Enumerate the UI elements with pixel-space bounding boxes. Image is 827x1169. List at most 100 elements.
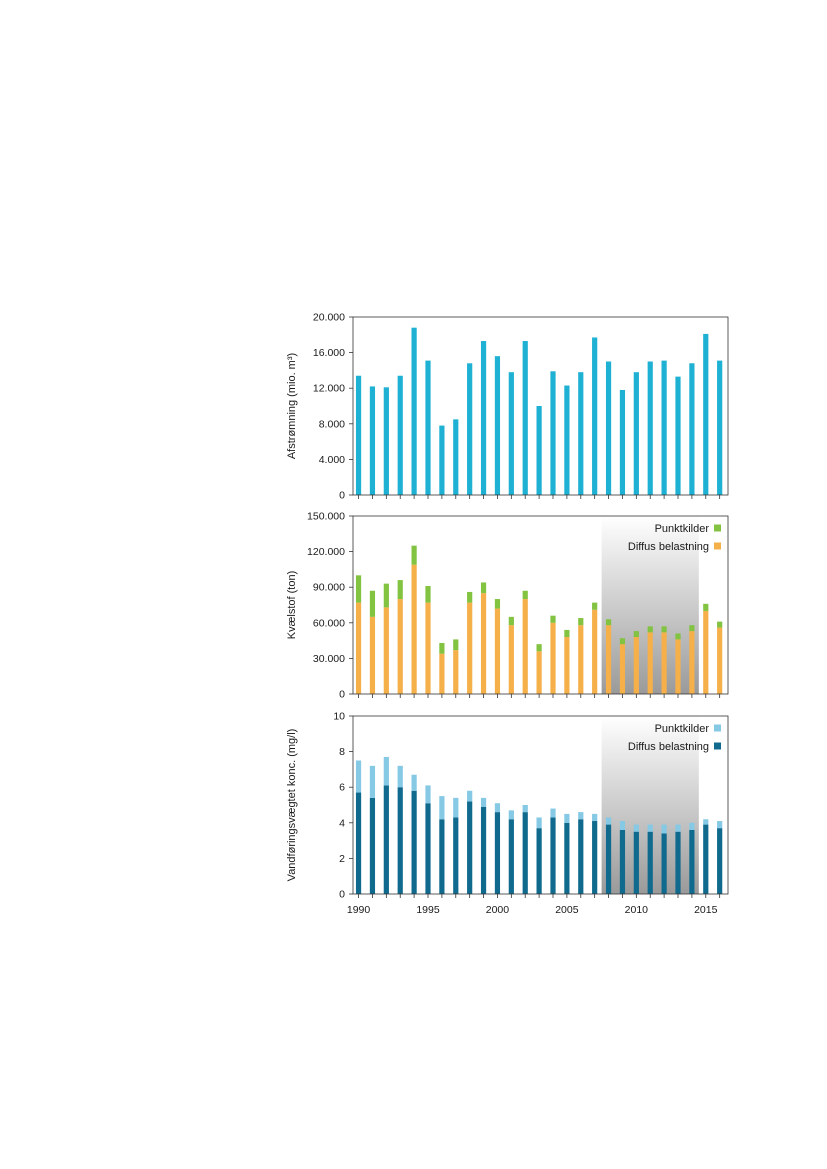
bar-2013-series-1 xyxy=(675,831,681,894)
x-tick-label: 2000 xyxy=(486,904,510,916)
bar-2014-series-1 xyxy=(689,631,695,694)
bar-1995 xyxy=(425,360,431,495)
bar-2016-series-1 xyxy=(717,828,723,894)
y-tick-label: 60.000 xyxy=(313,617,345,629)
bar-2004-series-2 xyxy=(550,808,556,818)
bar-2004 xyxy=(550,371,556,495)
bar-1995-series-2 xyxy=(425,785,431,804)
y-axis-label: Vandføringsvægtet konc. (mg/l) xyxy=(286,729,298,882)
bar-2016-series-2 xyxy=(717,621,723,628)
bar-1990 xyxy=(355,375,362,495)
bar-1994 xyxy=(411,327,417,495)
bar-2013 xyxy=(675,376,681,495)
bar-1997-series-2 xyxy=(453,797,459,818)
bar-1995-series-1 xyxy=(425,602,431,694)
bar-2015-series-1 xyxy=(703,824,709,894)
bar-2011-series-1 xyxy=(647,831,653,894)
bar-2014-series-2 xyxy=(689,822,695,830)
bar-2012-series-1 xyxy=(661,632,667,694)
bar-2012 xyxy=(661,360,667,495)
bar-1998-series-1 xyxy=(467,602,473,694)
bar-1991-series-2 xyxy=(369,590,376,617)
bar-2013-series-2 xyxy=(675,824,681,832)
bar-2001-series-2 xyxy=(508,810,514,820)
bar-2003-series-1 xyxy=(536,651,542,694)
bar-2004-series-2 xyxy=(550,615,556,623)
bar-2015 xyxy=(703,333,709,495)
bar-2011-series-2 xyxy=(647,824,653,832)
y-tick-label: 8 xyxy=(339,746,345,758)
y-axis-label: Afstrømning (mio. m³) xyxy=(286,353,298,459)
bar-1992-series-2 xyxy=(383,583,389,608)
bar-2003-series-2 xyxy=(536,644,542,652)
y-tick-label: 4.000 xyxy=(319,454,345,466)
y-tick-label: 12.000 xyxy=(313,383,345,395)
plot-frame xyxy=(352,316,729,496)
bar-1990-series-1 xyxy=(355,602,362,694)
bar-2000 xyxy=(494,356,501,495)
bar-1999-series-1 xyxy=(480,593,487,694)
bar-2008-series-2 xyxy=(605,817,612,825)
y-tick-label: 16.000 xyxy=(313,347,345,359)
bar-2005-series-2 xyxy=(564,813,570,823)
plot-frame xyxy=(352,515,729,695)
bar-1996 xyxy=(439,425,445,495)
bar-2009-series-2 xyxy=(619,638,626,645)
bar-1992-series-2 xyxy=(383,756,389,786)
bar-1995-series-1 xyxy=(425,803,431,894)
bar-2006-series-2 xyxy=(578,812,584,820)
bar-1991-series-1 xyxy=(369,797,376,894)
bar-1993-series-2 xyxy=(397,765,403,788)
bar-2001-series-1 xyxy=(508,625,514,694)
legend-label: Punktkilder xyxy=(655,523,710,535)
y-tick-label: 0 xyxy=(339,490,345,502)
bar-2012-series-1 xyxy=(661,833,667,894)
bar-2014-series-1 xyxy=(689,829,695,894)
bar-1996-series-1 xyxy=(439,653,445,694)
bar-2000-series-2 xyxy=(494,803,501,813)
bar-1991 xyxy=(369,386,376,495)
bar-2010 xyxy=(633,372,639,495)
bar-2004-series-1 xyxy=(550,622,556,694)
bar-1996-series-2 xyxy=(439,642,445,654)
bar-1990-series-2 xyxy=(355,575,362,603)
bar-2002-series-2 xyxy=(522,590,528,600)
bar-1993 xyxy=(397,375,403,495)
bar-2009 xyxy=(619,389,626,495)
y-tick-label: 6 xyxy=(339,782,345,794)
bar-2006-series-2 xyxy=(578,618,584,626)
bar-1994-series-1 xyxy=(411,790,417,894)
bar-2010-series-2 xyxy=(633,631,639,638)
bar-2016-series-1 xyxy=(717,627,723,694)
legend-swatch xyxy=(714,724,721,732)
bar-2007-series-1 xyxy=(592,821,598,894)
bar-2013-series-2 xyxy=(675,633,681,640)
bar-2000-series-2 xyxy=(494,599,501,609)
bar-2003-series-2 xyxy=(536,817,542,829)
bar-2001 xyxy=(508,372,514,495)
bar-2008-series-1 xyxy=(605,824,612,894)
x-tick-label: 2010 xyxy=(625,904,649,916)
bar-1997-series-2 xyxy=(453,639,459,651)
bar-2006-series-1 xyxy=(578,819,584,894)
bar-1999-series-2 xyxy=(480,582,487,594)
bar-2001-series-1 xyxy=(508,819,514,894)
bar-2009-series-2 xyxy=(619,821,626,830)
chart-panel-2: 0 30.000 60.000 90.000 120.000 150.000 Kvælsto… xyxy=(286,511,729,701)
bar-2011-series-2 xyxy=(647,626,653,633)
bar-1990-series-2 xyxy=(355,760,362,793)
bar-2005-series-1 xyxy=(564,637,570,694)
plot-frame xyxy=(352,715,729,895)
bar-1997-series-1 xyxy=(453,650,459,694)
bar-1994-series-2 xyxy=(411,545,417,565)
bar-1997-series-1 xyxy=(453,817,459,894)
bar-2014 xyxy=(689,363,695,495)
bar-2008 xyxy=(605,361,612,495)
bar-1998-series-2 xyxy=(467,790,473,802)
bar-2000-series-1 xyxy=(494,608,501,694)
bar-1990-series-1 xyxy=(355,792,362,894)
bar-2007-series-2 xyxy=(592,813,598,822)
bar-2007-series-2 xyxy=(592,602,598,610)
bar-2005-series-1 xyxy=(564,822,570,894)
